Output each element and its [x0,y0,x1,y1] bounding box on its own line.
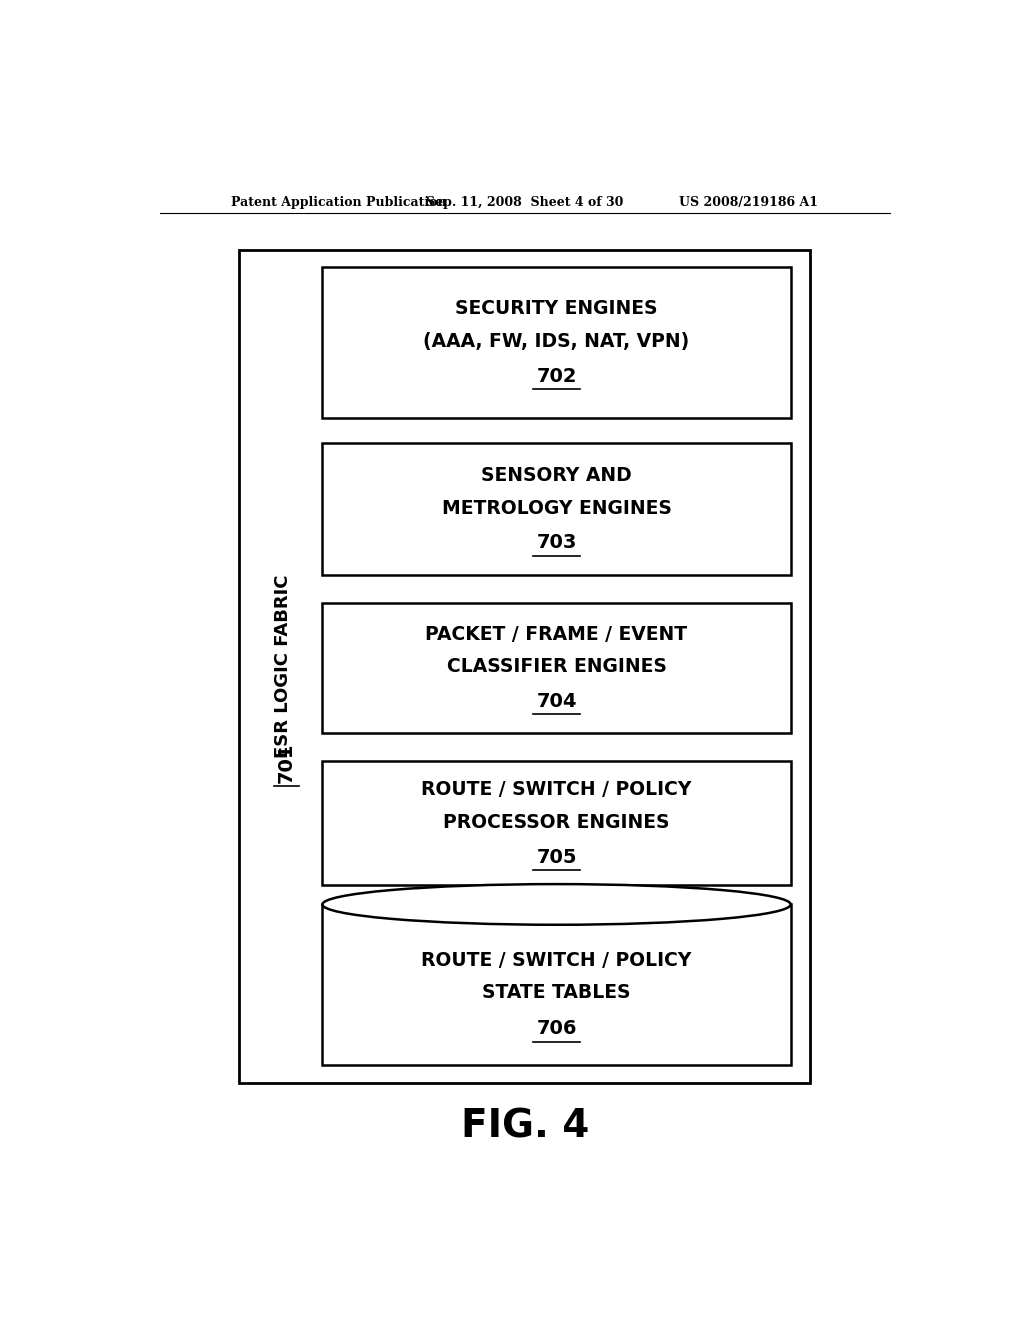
Text: PACKET / FRAME / EVENT: PACKET / FRAME / EVENT [426,624,687,644]
Text: (AAA, FW, IDS, NAT, VPN): (AAA, FW, IDS, NAT, VPN) [423,331,690,351]
Text: US 2008/219186 A1: US 2008/219186 A1 [680,195,818,209]
Text: PROCESSOR ENGINES: PROCESSOR ENGINES [443,813,670,832]
Text: FIG. 4: FIG. 4 [461,1107,589,1144]
Text: 704: 704 [537,692,577,711]
Text: 706: 706 [537,1019,577,1039]
Text: STATE TABLES: STATE TABLES [482,983,631,1002]
Text: 702: 702 [537,367,577,385]
Text: SENSORY AND: SENSORY AND [481,466,632,484]
Text: 705: 705 [537,847,577,866]
Bar [323,904,791,1065]
Text: METROLOGY ENGINES: METROLOGY ENGINES [441,499,672,517]
Text: ROUTE / SWITCH / POLICY: ROUTE / SWITCH / POLICY [421,780,692,799]
Bar [240,249,811,1084]
Bar [323,762,791,886]
Text: 703: 703 [537,533,577,553]
Ellipse shape [323,884,791,925]
Bar [323,444,791,576]
Text: CLASSIFIER ENGINES: CLASSIFIER ENGINES [446,657,667,676]
Text: ESR LOGIC FABRIC: ESR LOGIC FABRIC [273,574,292,759]
Text: ROUTE / SWITCH / POLICY: ROUTE / SWITCH / POLICY [421,950,692,970]
Text: SECURITY ENGINES: SECURITY ENGINES [456,300,657,318]
Bar [323,602,791,733]
Text: Patent Application Publication: Patent Application Publication [231,195,446,209]
Text: 701: 701 [278,743,296,783]
Bar [323,267,791,417]
Text: Sep. 11, 2008  Sheet 4 of 30: Sep. 11, 2008 Sheet 4 of 30 [426,195,624,209]
